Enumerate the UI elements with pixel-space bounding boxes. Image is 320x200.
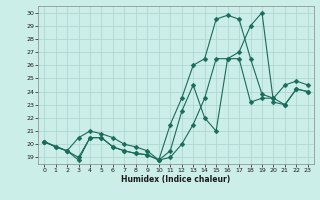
X-axis label: Humidex (Indice chaleur): Humidex (Indice chaleur) [121,175,231,184]
